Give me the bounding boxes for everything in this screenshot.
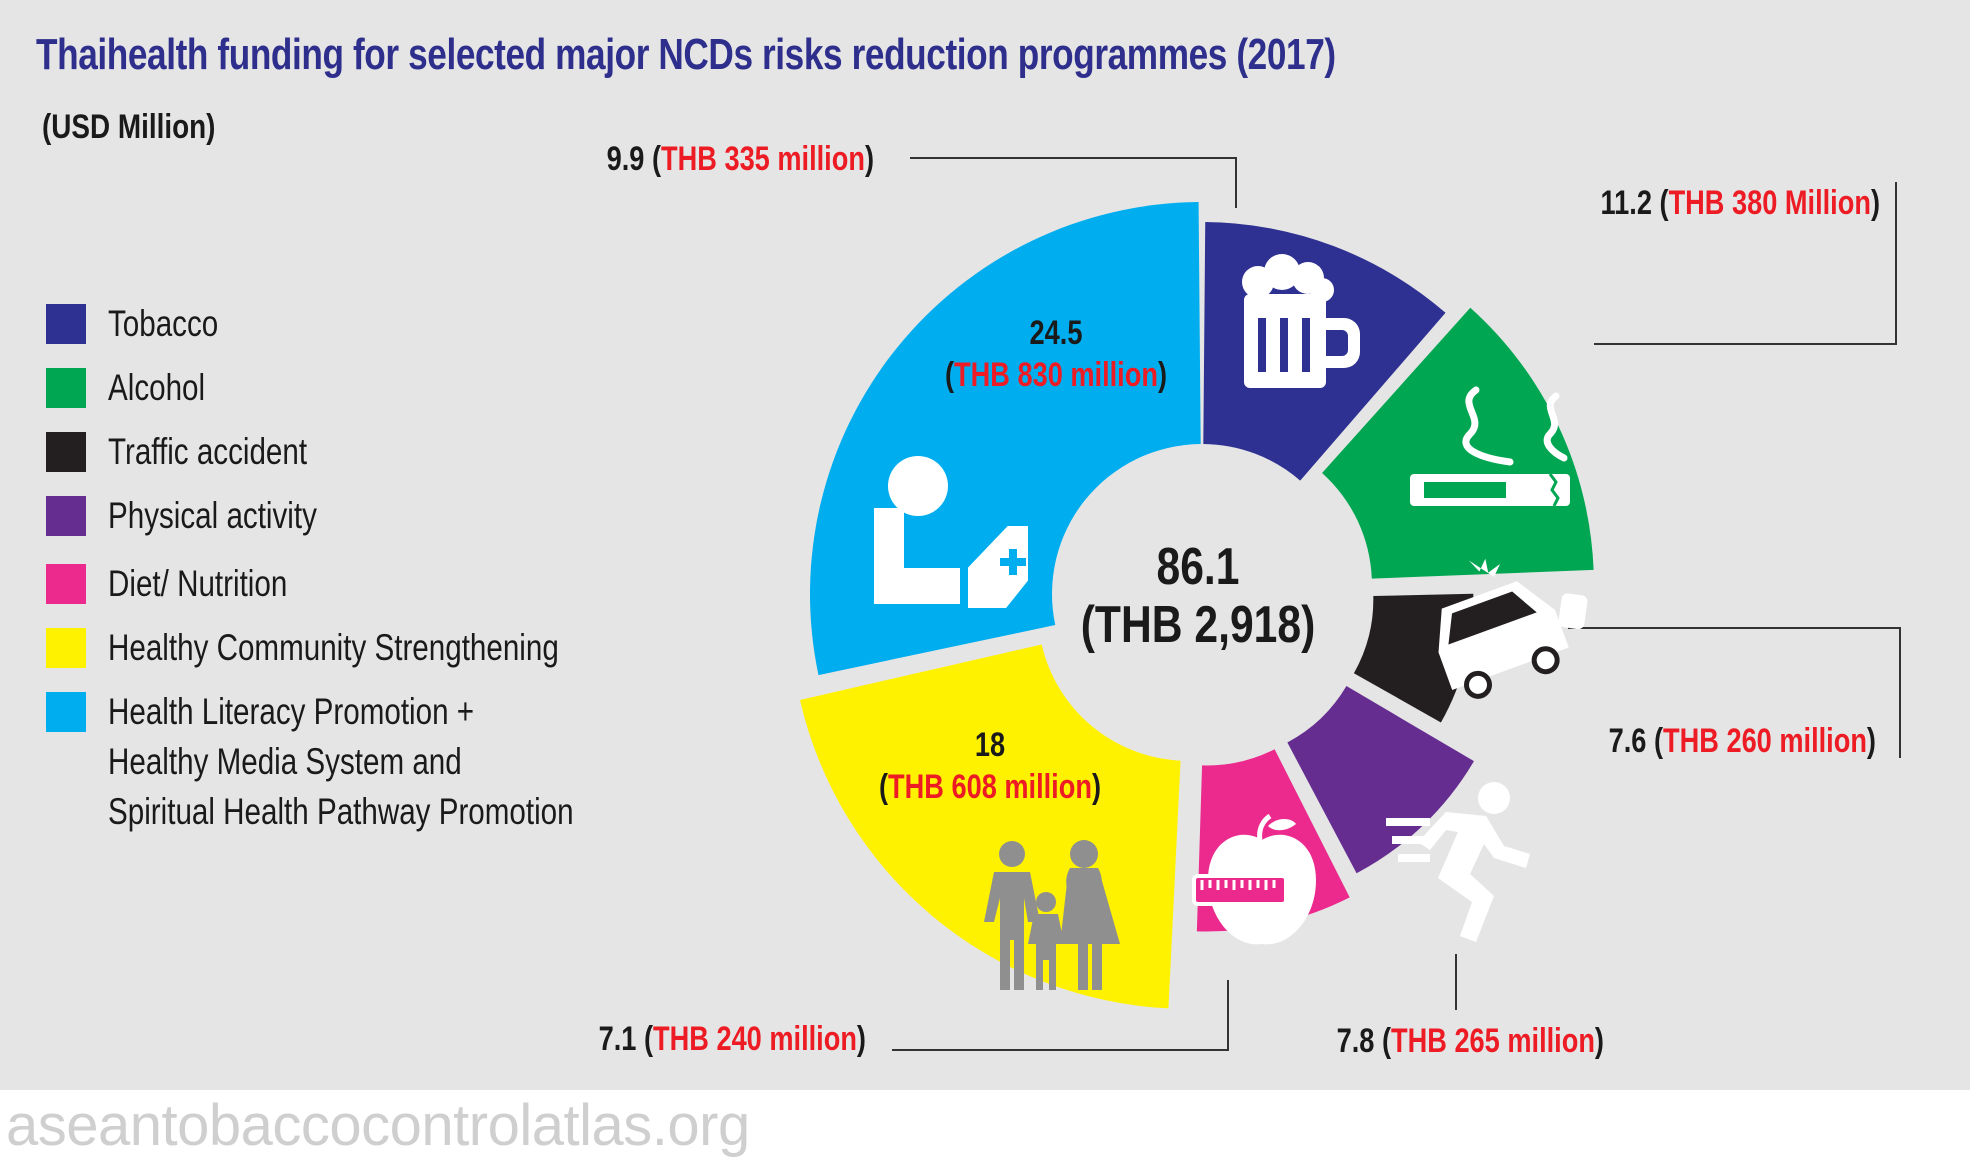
slice-label-alcohol: 11.2 (THB 380 Million)	[1601, 183, 1880, 222]
value-text: 9.9	[607, 139, 645, 178]
apple-tape-measure-icon	[1192, 813, 1316, 945]
legend-swatch	[46, 496, 86, 536]
legend-swatch	[46, 432, 86, 472]
legend-swatch	[46, 368, 86, 408]
legend-label: Tobacco	[108, 303, 219, 344]
thb-text: THB 830 million	[954, 355, 1158, 394]
donut-chart: 86.1 (THB 2,918) 9.9 (THB 335 million) 1…	[599, 139, 1901, 1060]
watermark: aseantobaccocontrolatlas.org	[6, 1093, 750, 1158]
beer-mug-icon	[1242, 254, 1360, 388]
thb-text: THB 380 Million	[1669, 183, 1871, 222]
legend-swatch	[46, 628, 86, 668]
cigarette-icon	[1410, 386, 1570, 507]
center-total-value: 86.1	[1157, 538, 1240, 596]
slice-value-community: 18	[975, 725, 1005, 764]
leader-line-diet	[892, 980, 1229, 1051]
legend-label-line2: Healthy Media System and	[108, 741, 462, 782]
legend-swatch	[46, 564, 86, 604]
center-total-thb: (THB 2,918)	[1081, 596, 1316, 654]
leader-line-traffic	[1568, 627, 1901, 758]
thb-text: THB 265 million	[1391, 1021, 1595, 1060]
value-text: 7.6	[1609, 721, 1647, 760]
thb-text: THB 608 million	[888, 767, 1092, 806]
patient-medicine-icon	[874, 456, 1036, 616]
slice-label-diet: 7.1 (THB 240 million)	[599, 1019, 866, 1058]
legend-label: Traffic accident	[108, 431, 308, 472]
slice-label-traffic: 7.6 (THB 260 million)	[1609, 721, 1876, 760]
slice-label-tobacco: 9.9 (THB 335 million)	[607, 139, 874, 178]
value-text: 7.1	[599, 1019, 637, 1058]
thb-text: THB 260 million	[1663, 721, 1867, 760]
legend-swatch	[46, 692, 86, 732]
unit-label: (USD Million)	[42, 108, 216, 146]
legend-label: Health Literacy Promotion +	[108, 691, 475, 732]
donut-slice-alcohol	[1322, 307, 1594, 579]
leader-line-tobacco	[910, 157, 1237, 208]
leader-lines	[892, 157, 1901, 1051]
car-crash-icon	[1438, 558, 1588, 699]
donut-slice-health-literacy	[810, 202, 1201, 676]
slice-label-physical: 7.8 (THB 265 million)	[1337, 1021, 1604, 1060]
slice-thb-community: (THB 608 million)	[879, 767, 1101, 806]
legend-label: Alcohol	[108, 367, 206, 408]
leader-line-alcohol	[1594, 182, 1897, 345]
value-text: 11.2	[1601, 183, 1652, 222]
legend-swatch	[46, 304, 86, 344]
donut-slice-healthy-community	[799, 644, 1181, 1009]
legend-label: Physical activity	[108, 495, 317, 536]
running-person-icon	[1386, 782, 1530, 942]
thb-text: THB 240 million	[653, 1019, 857, 1058]
value-text: 7.8	[1337, 1021, 1375, 1060]
legend-label: Healthy Community Strengthening	[108, 627, 559, 668]
slice-thb-health-literacy: (THB 830 million)	[945, 355, 1167, 394]
slice-value-health-literacy: 24.5	[1030, 313, 1083, 352]
chart-title: Thaihealth funding for selected major NC…	[36, 30, 1336, 79]
legend-label: Diet/ Nutrition	[108, 563, 288, 604]
legend-label-line3: Spiritual Health Pathway Promotion	[108, 791, 574, 832]
family-icon	[984, 840, 1120, 990]
donut-slice-physical-activity	[1287, 686, 1474, 874]
thb-text: THB 335 million	[661, 139, 865, 178]
